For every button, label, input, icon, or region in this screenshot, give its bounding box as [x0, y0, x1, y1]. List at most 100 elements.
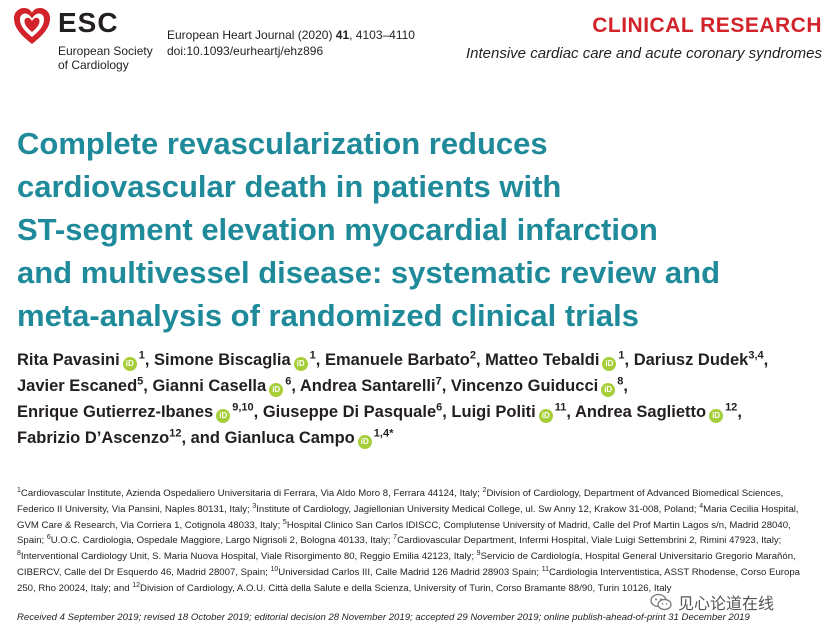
watermark: 见心论道在线 [650, 590, 774, 614]
authors-conjunction: and [190, 429, 220, 447]
orcid-icon[interactable]: iD [538, 409, 553, 423]
journal-header: ESC European Society of Cardiology Europ… [0, 0, 832, 80]
affiliation-text: Institute of Cardiology, Jagiellonian Un… [256, 503, 700, 515]
journal-name: European Heart Journal (2020) [167, 28, 336, 42]
author-name: Giuseppe Di Pasquale [262, 403, 437, 421]
wechat-icon [650, 593, 672, 611]
title-line: and multivessel disease: systematic revi… [17, 255, 721, 290]
author[interactable]: Emanuele Barbato2 [324, 349, 476, 369]
author[interactable]: Giuseppe Di Pasquale6 [262, 401, 443, 421]
affiliation-text: Division of Cardiology, Department of Ad… [17, 488, 784, 515]
orcid-icon[interactable]: iD [709, 409, 724, 423]
doi-link[interactable]: doi:10.1093/eurheartj/ehz896 [167, 44, 324, 58]
affiliation-text: Universidad Carlos III, Calle Madrid 126… [278, 566, 542, 578]
orcid-icon[interactable]: iD [293, 357, 308, 371]
affiliation-text: U.O.C. Cardiologia, Ospedale Maggiore, L… [50, 535, 394, 547]
orcid-icon[interactable]: iD [122, 357, 137, 371]
author-name: Vincenzo Guiducci [450, 377, 599, 395]
article-dates: Received 4 September 2019; revised 18 Oc… [17, 612, 750, 623]
corresponding-mark: * [389, 427, 394, 440]
author-affiliation-ref: 1 [309, 349, 316, 362]
author[interactable]: Enrique Gutierrez-Ibanes iD9,10 [17, 401, 254, 423]
section-label: CLINICAL RESEARCH [592, 14, 822, 37]
author[interactable]: Dariusz Dudek3,4 [633, 349, 764, 369]
watermark-text: 见心论道在线 [678, 596, 775, 613]
affiliation-number: 1 [17, 486, 21, 494]
esc-brand: ESC [58, 7, 119, 38]
affiliation-number: 9 [476, 550, 481, 557]
author-affiliation-ref: 6 [436, 401, 443, 414]
author-name: Simone Biscaglia [154, 351, 291, 369]
author[interactable]: Fabrizio D’Ascenzo12 [17, 427, 182, 447]
author[interactable]: Luigi Politi iD11 [451, 401, 567, 423]
author-name: Emanuele Barbato [324, 351, 470, 369]
affiliation-text: Division of Cardiology, A.O.U. Città del… [140, 582, 672, 594]
author-affiliation-ref: 1 [618, 349, 625, 362]
author-list: Rita Pavasini iD1, Simone Biscaglia iD1, E… [17, 349, 769, 449]
affiliation-number: 3 [252, 502, 257, 510]
title-line: ST-segment elevation myocardial infarcti… [17, 212, 658, 247]
author[interactable]: Gianni Casella iD6 [152, 375, 292, 397]
author-affiliation-ref: 3,4 [748, 349, 764, 362]
author-affiliation-ref: 12 [725, 401, 738, 414]
affiliation-text: Hospital Clinico San Carlos IDISCC, Comp… [17, 519, 791, 547]
affiliation-number: 6 [46, 534, 51, 542]
author-affiliation-ref: 9,10 [232, 401, 254, 414]
orcid-icon[interactable]: iD [357, 435, 372, 449]
affiliation-text: Cardiologia Interventistica, ASST Rhoden… [17, 566, 800, 594]
author[interactable]: Simone Biscaglia iD1 [154, 349, 316, 371]
article-title: Complete revascularization reduces cardi… [17, 122, 817, 337]
affiliation-number: 7 [393, 534, 398, 542]
affiliation-text: Cardiovascular Department, Infermi Hospi… [397, 535, 782, 547]
author[interactable]: Javier Escaned5 [17, 375, 144, 395]
author[interactable]: Matteo Tebaldi iD1 [485, 349, 625, 371]
author[interactable]: Andrea Santarelli7 [299, 375, 442, 395]
journal-citation: European Heart Journal (2020) 41, 4103–4… [167, 27, 415, 59]
orcid-icon[interactable]: iD [601, 383, 616, 397]
author-affiliation-ref: 1 [138, 349, 145, 362]
affiliation-text: Cardiovascular Institute, Azienda Ospeda… [20, 488, 483, 499]
society-line-1: European Society [58, 44, 153, 58]
author-name: Fabrizio D’Ascenzo [17, 429, 170, 447]
title-line: cardiovascular death in patients with [17, 169, 562, 204]
author-name: Dariusz Dudek [633, 351, 749, 369]
subsection-label: Intensive cardiac care and acute coronar… [465, 45, 822, 62]
author-name: Javier Escaned [17, 377, 138, 395]
author[interactable]: Andrea Saglietto iD12 [574, 401, 738, 423]
author-name: Andrea Santarelli [299, 377, 436, 395]
affiliation-number: 4 [699, 502, 704, 510]
author-name: Gianni Casella [152, 377, 267, 395]
affiliation-number: 12 [132, 581, 141, 589]
author-affiliation-ref: 7 [435, 375, 442, 388]
affiliation-text: Maria Cecilia Hospital, GVM Care & Resea… [17, 503, 799, 531]
author-affiliation-ref: 8 [617, 375, 624, 388]
author-name: Andrea Saglietto [574, 403, 707, 421]
affiliation-number: 11 [541, 565, 549, 573]
orcid-icon[interactable]: iD [602, 357, 617, 371]
author-affiliation-ref: 6 [285, 375, 292, 388]
author[interactable]: Rita Pavasini iD1 [17, 349, 145, 371]
affiliation-text: Servicio de Cardiología, Hospital Genera… [17, 551, 796, 578]
author-name: Rita Pavasini [17, 351, 120, 369]
author-affiliation-ref: 2 [469, 349, 476, 362]
author[interactable]: Vincenzo Guiducci iD8 [450, 375, 624, 397]
orcid-icon[interactable]: iD [216, 409, 231, 423]
author[interactable]: Gianluca Campo iD1,4* [225, 427, 394, 449]
affiliation-text: Interventional Cardiology Unit, S. Maria… [20, 551, 477, 563]
orcid-icon[interactable]: iD [269, 383, 284, 397]
title-line: Complete revascularization reduces [17, 126, 548, 161]
journal-volume: 41 [335, 28, 350, 42]
author-affiliation-ref: 5 [137, 375, 144, 388]
author-affiliation-ref: 11 [554, 401, 567, 414]
author-name: Matteo Tebaldi [485, 351, 600, 369]
author-name: Enrique Gutierrez-Ibanes [17, 403, 214, 421]
journal-pages: , 4103–4110 [349, 28, 415, 42]
author-affiliation-ref: 12 [169, 427, 182, 440]
affiliation-number: 10 [270, 565, 279, 573]
title-line: meta-analysis of randomized clinical tri… [17, 298, 639, 333]
society-name: European Society of Cardiology [58, 44, 153, 72]
affiliation-number: 5 [282, 518, 287, 526]
author-name: Luigi Politi [451, 403, 536, 421]
affiliation-number: 2 [482, 486, 487, 494]
affiliation-number: 8 [17, 550, 21, 557]
